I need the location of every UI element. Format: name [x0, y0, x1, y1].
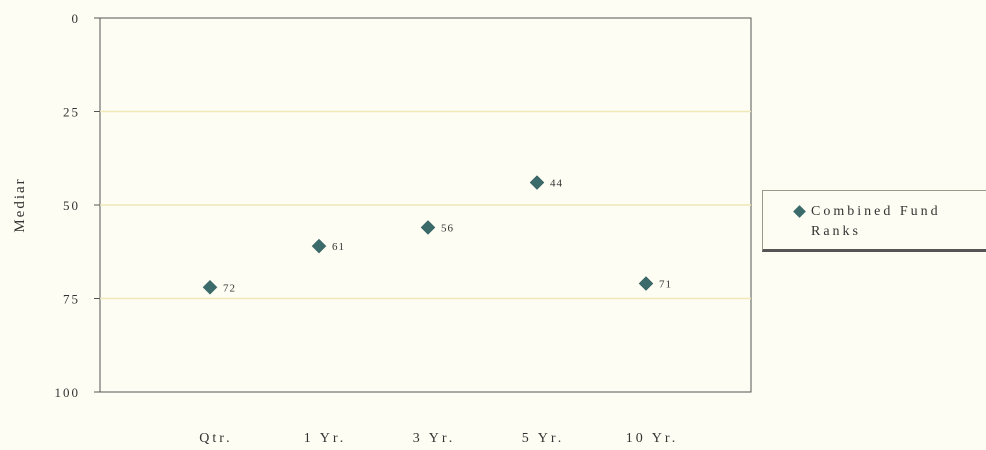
y-tick-label: 100: [55, 385, 81, 400]
legend-label: Combined Fund Ranks: [811, 204, 941, 239]
data-label: 56: [441, 222, 454, 234]
x-category-label: 5 Yr.: [522, 431, 564, 446]
data-point-marker: [529, 175, 545, 190]
x-category-label: 1 Yr.: [304, 431, 346, 446]
y-tick-label: 50: [63, 198, 80, 213]
legend: Combined Fund Ranks: [762, 190, 986, 252]
x-category-label: 10 Yr.: [626, 431, 678, 446]
y-axis-label: Mediar: [12, 177, 28, 232]
data-point-marker: [311, 238, 327, 254]
data-label: 61: [332, 241, 345, 253]
x-category-label: Qtr.: [199, 431, 232, 446]
y-tick-label: 0: [72, 11, 81, 26]
data-point-marker: [420, 220, 436, 235]
data-label: 72: [223, 282, 236, 294]
data-points: 72 61 56 44 71: [202, 175, 672, 295]
data-label: 71: [659, 279, 672, 291]
x-category-label: 3 Yr.: [413, 431, 455, 446]
y-tick-label: 25: [63, 105, 80, 120]
grid-lines: [100, 110, 751, 300]
legend-marker-diamond-icon: [793, 205, 806, 218]
x-axis-categories: Qtr. 1 Yr. 3 Yr. 5 Yr. 10 Yr.: [199, 431, 678, 446]
data-label: 44: [550, 178, 563, 190]
y-axis-ticks: 0 25 50 75 100: [55, 11, 100, 400]
data-point-marker: [202, 279, 218, 295]
y-tick-label: 75: [63, 292, 80, 307]
data-point-marker: [638, 276, 654, 291]
